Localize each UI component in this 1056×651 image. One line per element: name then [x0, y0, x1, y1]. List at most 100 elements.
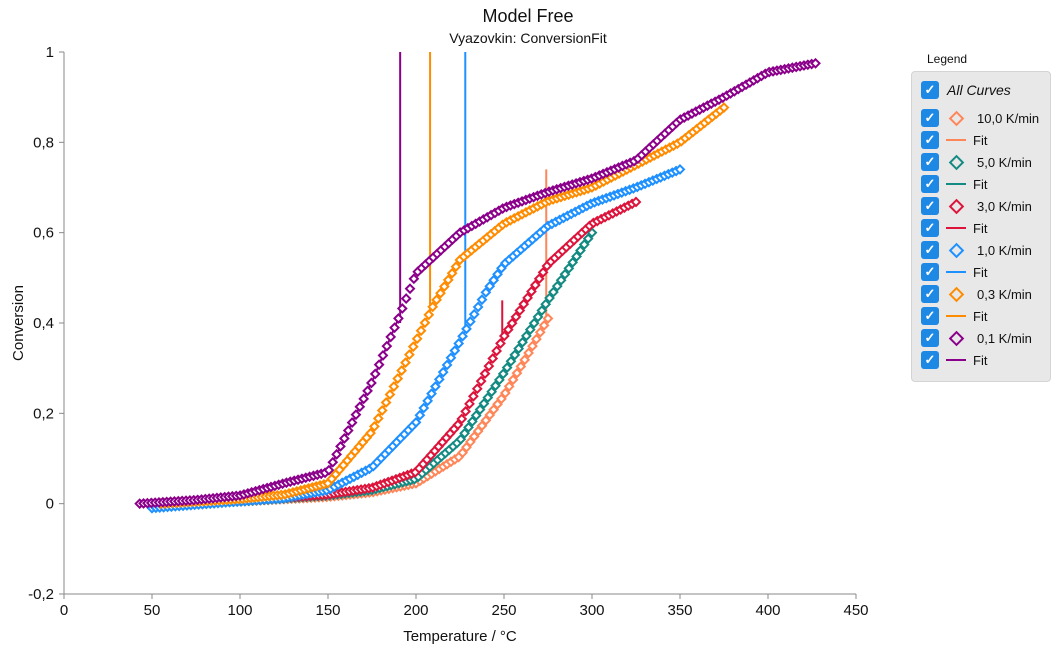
checkbox-checked-icon[interactable]: ✓ [921, 219, 939, 237]
data-point-marker [497, 368, 509, 380]
data-point-marker [441, 359, 453, 371]
data-point-marker [511, 367, 523, 379]
data-point-marker [338, 433, 350, 444]
legend-label: Fit [973, 176, 988, 192]
legend-item-fit[interactable]: ✓ Fit [921, 130, 987, 150]
data-point-marker [350, 409, 362, 421]
data-point-marker [524, 324, 536, 335]
line-swatch-icon [945, 359, 967, 361]
data-point-marker [431, 294, 442, 306]
data-point-marker [480, 286, 492, 298]
series-4 [155, 52, 730, 510]
y-tick-label: -0,2 [28, 586, 54, 603]
line-swatch-icon [945, 183, 967, 185]
legend-item-fit[interactable]: ✓ Fit [921, 174, 987, 194]
diamond-marker-icon [945, 154, 967, 170]
data-point-marker [377, 349, 389, 361]
data-point-marker [517, 336, 528, 348]
data-point-marker [393, 312, 404, 324]
legend-item-series[interactable]: ✓ 0,3 K/min [921, 284, 1032, 304]
checkbox-checked-icon[interactable]: ✓ [921, 307, 939, 325]
x-axis-label: Temperature / °C [403, 628, 517, 645]
data-point-marker [578, 239, 590, 250]
chart-subtitle: Vyazovkin: ConversionFit [449, 30, 607, 46]
data-point-marker [335, 440, 346, 452]
data-point-marker [438, 281, 450, 292]
data-point-marker [514, 305, 526, 316]
checkbox-checked-icon[interactable]: ✓ [921, 285, 939, 303]
data-point-marker [506, 317, 518, 329]
data-point-marker [414, 409, 426, 421]
data-point-marker [407, 341, 419, 353]
data-point-marker [488, 274, 500, 286]
legend-item-fit[interactable]: ✓ Fit [921, 218, 987, 238]
data-point-marker [400, 357, 411, 369]
legend-item-series[interactable]: ✓ 10,0 K/min [921, 108, 1039, 128]
legend-item-series[interactable]: ✓ 1,0 K/min [921, 240, 1032, 260]
y-axis-label: Conversion [10, 285, 27, 361]
checkbox-checked-icon[interactable]: ✓ [921, 329, 939, 347]
checkbox-checked-icon[interactable]: ✓ [921, 81, 939, 99]
data-point-marker [376, 405, 388, 416]
diamond-marker-icon [945, 110, 967, 126]
data-point-marker [411, 333, 423, 345]
legend-label: Fit [973, 264, 988, 280]
data-point-marker [474, 404, 486, 415]
data-point-marker [527, 340, 538, 352]
legend-all-label: All Curves [947, 82, 1011, 98]
data-point-marker [468, 308, 480, 320]
data-point-marker [404, 283, 416, 295]
data-point-marker [582, 233, 594, 245]
data-point-marker [422, 395, 434, 407]
legend-item-series[interactable]: ✓ 0,1 K/min [921, 328, 1032, 348]
x-tick-label: 0 [60, 602, 68, 619]
data-point-marker [449, 345, 461, 357]
data-point-marker [551, 280, 563, 292]
data-point-marker [396, 365, 408, 377]
legend-item-fit[interactable]: ✓ Fit [921, 306, 987, 326]
legend-label: 0,1 K/min [977, 330, 1032, 346]
legend-all-curves[interactable]: ✓ All Curves [921, 80, 1011, 100]
diamond-marker-icon [945, 198, 967, 214]
line-swatch-icon [945, 227, 967, 229]
checkbox-checked-icon[interactable]: ✓ [921, 109, 939, 127]
data-point-marker [467, 390, 479, 402]
data-point-marker [513, 343, 525, 355]
legend-label: 5,0 K/min [977, 154, 1032, 170]
data-point-marker [452, 419, 464, 431]
legend-label: Fit [973, 220, 988, 236]
checkbox-checked-icon[interactable]: ✓ [921, 175, 939, 193]
data-point-marker [327, 456, 339, 468]
data-point-marker [534, 326, 546, 338]
data-point-marker [365, 377, 377, 389]
legend-item-series[interactable]: ✓ 3,0 K/min [921, 196, 1032, 216]
legend-item-series[interactable]: ✓ 5,0 K/min [921, 152, 1032, 172]
x-tick-label: 150 [315, 602, 340, 619]
data-point-marker [472, 301, 484, 313]
checkbox-checked-icon[interactable]: ✓ [921, 197, 939, 215]
legend-item-fit[interactable]: ✓ Fit [921, 350, 987, 370]
data-point-marker [492, 268, 503, 280]
y-tick-label: 0,2 [33, 405, 54, 422]
checkbox-checked-icon[interactable]: ✓ [921, 241, 939, 259]
y-tick-label: 0,6 [33, 225, 54, 242]
data-point-marker [533, 273, 545, 285]
data-point-marker [453, 338, 465, 349]
legend: ✓ All Curves ✓ 10,0 K/min ✓ Fit ✓ 5,0 K/min ✓ F… [911, 71, 1051, 382]
legend-item-fit[interactable]: ✓ Fit [921, 262, 987, 282]
checkbox-checked-icon[interactable]: ✓ [921, 263, 939, 281]
data-point-marker [487, 353, 499, 364]
data-point-marker [373, 359, 385, 371]
data-point-marker [529, 279, 541, 291]
fit-line [139, 52, 402, 505]
x-tick-label: 350 [667, 602, 692, 619]
line-swatch-icon [945, 315, 967, 317]
legend-label: Fit [973, 308, 988, 324]
checkbox-checked-icon[interactable]: ✓ [921, 351, 939, 369]
data-point-marker [503, 380, 515, 392]
data-point-marker [388, 381, 400, 392]
data-point-marker [400, 293, 412, 304]
checkbox-checked-icon[interactable]: ✓ [921, 131, 939, 149]
data-point-marker [571, 251, 582, 262]
checkbox-checked-icon[interactable]: ✓ [921, 153, 939, 171]
